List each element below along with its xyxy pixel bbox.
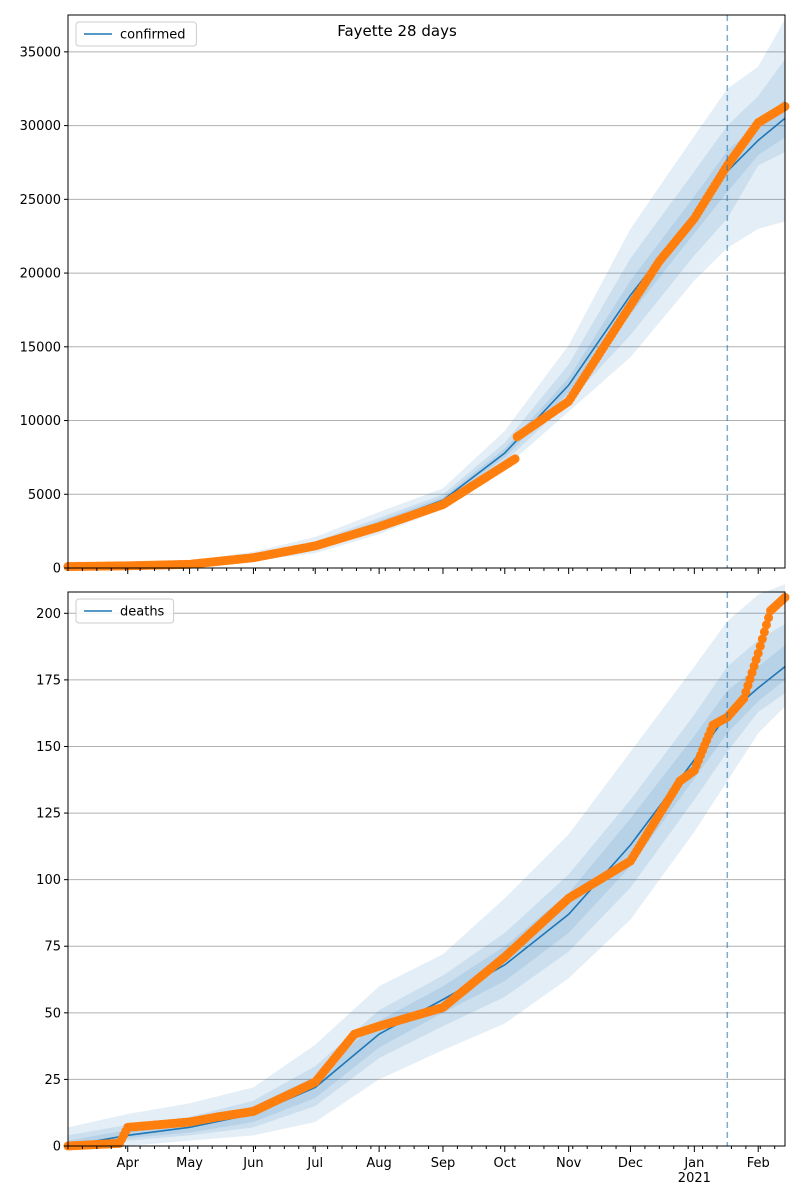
x-tick-label: May xyxy=(176,1156,203,1171)
uncertainty-band xyxy=(68,584,785,1146)
x-tick-label: Sep xyxy=(431,1156,456,1171)
y-tick-label: 0 xyxy=(53,1140,61,1155)
legend: deaths xyxy=(75,598,175,624)
observed-series xyxy=(63,592,790,1151)
legend-label: confirmed xyxy=(120,28,186,43)
x-tick-label: Jun xyxy=(242,1156,263,1171)
y-tick-label: 10000 xyxy=(20,414,61,429)
plot-frame xyxy=(67,14,786,569)
observed-point xyxy=(510,454,520,464)
x-tick-label: Jul xyxy=(306,1156,323,1171)
y-tick-label: 20000 xyxy=(20,267,61,282)
x-tick-label: Feb xyxy=(747,1156,770,1171)
legend-box xyxy=(75,598,175,624)
legend: confirmed xyxy=(75,21,197,47)
uncertainty-band xyxy=(68,19,785,568)
y-tick-label: 25 xyxy=(44,1073,61,1088)
observed-point xyxy=(759,627,769,637)
confirmed-panel: 0 5000 10000 15000 20000 25000 30000 35000 confi… xyxy=(20,14,790,577)
y-tick-label: 35000 xyxy=(20,45,61,60)
y-tick-label: 125 xyxy=(36,807,61,822)
y-tick-label: 25000 xyxy=(20,193,61,208)
y-tick-label: 150 xyxy=(36,740,61,755)
x-tick-label: Apr xyxy=(117,1156,140,1171)
x-tick-label: Oct xyxy=(494,1156,516,1171)
x-year-label: 2021 xyxy=(678,1171,711,1186)
plot-frame xyxy=(67,591,786,1147)
y-tick-label: 200 xyxy=(36,607,61,622)
legend-label: deaths xyxy=(120,605,165,620)
observed-point xyxy=(753,648,763,658)
y-tick-label: 100 xyxy=(36,873,61,888)
x-tick-label: Aug xyxy=(366,1156,391,1171)
legend-box xyxy=(75,21,197,47)
uncertainty-band xyxy=(68,59,785,569)
x-tick-label: Nov xyxy=(556,1156,582,1171)
y-tick-label: 50 xyxy=(44,1006,61,1021)
observed-point xyxy=(761,620,771,630)
y-tick-label: 5000 xyxy=(28,488,61,503)
y-tick-label: 30000 xyxy=(20,119,61,134)
figure-title: Fayette 28 days xyxy=(337,22,457,40)
y-tick-label: 0 xyxy=(53,562,61,577)
observed-point xyxy=(764,613,774,623)
y-tick-label: 175 xyxy=(36,673,61,688)
observed-point xyxy=(757,634,767,644)
observed-series xyxy=(63,101,790,572)
y-tick-label: 15000 xyxy=(20,340,61,355)
y-tick-label: 75 xyxy=(44,940,61,955)
deaths-panel: 0 25 50 75 100 125 150 175 200 Apr May Jun Jul Aug Sep… xyxy=(36,584,790,1186)
observed-point xyxy=(755,641,765,651)
x-tick-label: Dec xyxy=(618,1156,643,1171)
x-tick-label: Jan xyxy=(683,1156,704,1171)
